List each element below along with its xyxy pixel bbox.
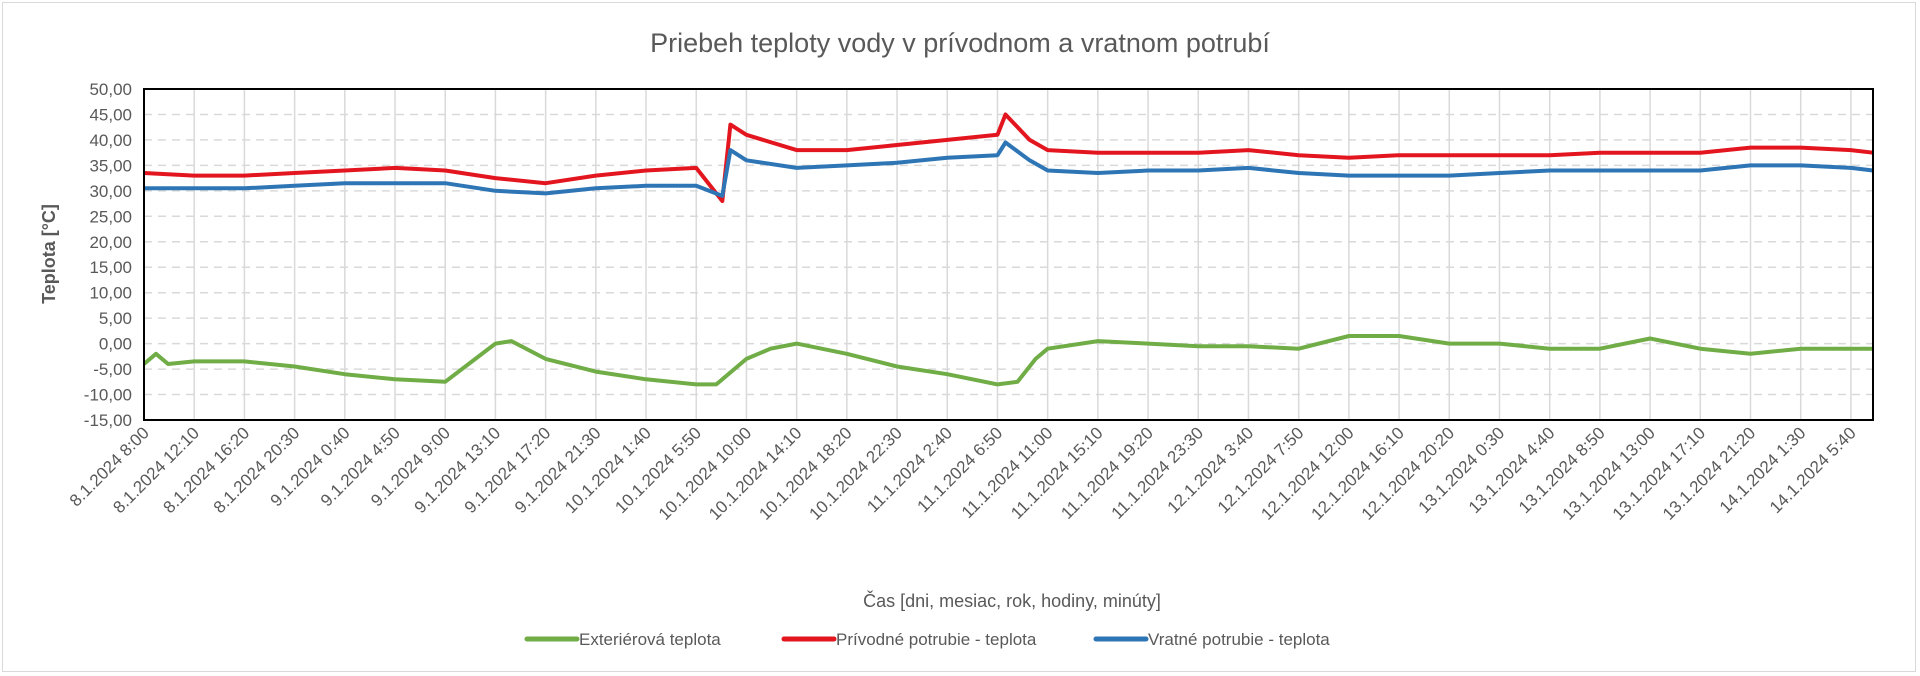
x-tick-label: 11.1.2024 23:30: [1108, 423, 1207, 522]
y-tick-label: 20,00: [89, 233, 132, 252]
y-tick-label: 35,00: [89, 156, 132, 175]
x-tick-label: 8.1.2024 12:10: [109, 423, 203, 517]
x-tick-label: 13.1.2024 21:20: [1659, 423, 1759, 523]
x-tick-label: 10.1.2024 14:10: [705, 423, 805, 523]
y-tick-label: 5,00: [99, 309, 132, 328]
x-tick-label: 9.1.2024 17:20: [461, 423, 555, 517]
x-axis-ticks: 8.1.2024 8:008.1.2024 12:108.1.2024 16:2…: [66, 423, 1860, 523]
y-tick-label: 10,00: [89, 284, 132, 303]
plot-frame: [143, 88, 1874, 421]
x-axis-label: Čas [dni, mesiac, rok, hodiny, minúty]: [863, 590, 1161, 611]
x-tick-label: 8.1.2024 16:20: [160, 423, 254, 517]
y-tick-label: -10,00: [84, 386, 132, 405]
series-line: [144, 140, 1874, 198]
y-tick-label: 30,00: [89, 182, 132, 201]
x-tick-label: 12.1.2024 7:50: [1214, 423, 1308, 517]
y-tick-label: 25,00: [89, 207, 132, 226]
legend: Exteriérová teplota Prívodné potrubie - t…: [524, 630, 1330, 649]
y-tick-label: 15,00: [89, 258, 132, 277]
y-tick-label: -5,00: [93, 360, 132, 379]
x-tick-label: 9.1.2024 21:30: [511, 423, 605, 517]
x-tick-label: 12.1.2024 16:10: [1308, 423, 1408, 523]
gridlines: [144, 89, 1873, 420]
x-tick-label: 13.1.2024 13:00: [1559, 423, 1659, 523]
x-tick-label: 12.1.2024 20:20: [1358, 423, 1458, 523]
x-tick-label: 13.1.2024 17:10: [1609, 423, 1709, 523]
x-tick-label: 10.1.2024 10:00: [655, 423, 755, 523]
x-tick-label: 14.1.2024 1:30: [1716, 423, 1810, 517]
legend-label: Prívodné potrubie - teplota: [836, 630, 1037, 649]
x-tick-label: 11.1.2024 15:10: [1007, 423, 1106, 522]
x-tick-label: 10.1.2024 5:50: [611, 423, 705, 517]
x-tick-label: 10.1.2024 18:20: [755, 423, 855, 523]
x-tick-label: 10.1.2024 1:40: [561, 423, 655, 517]
series-lines: [142, 112, 1874, 387]
x-tick-label: 12.1.2024 3:40: [1164, 423, 1258, 517]
x-tick-label: 13.1.2024 4:40: [1465, 423, 1559, 517]
x-tick-label: 14.1.2024 5:40: [1766, 423, 1860, 517]
y-tick-label: 45,00: [89, 105, 132, 124]
x-tick-label: 12.1.2024 12:00: [1257, 423, 1357, 523]
series-line: [142, 334, 1873, 387]
legend-label: Vratné potrubie - teplota: [1148, 630, 1330, 649]
y-tick-label: 0,00: [99, 335, 132, 354]
x-tick-label: 10.1.2024 22:30: [806, 423, 906, 523]
y-tick-label: 50,00: [89, 80, 132, 99]
series-line: [143, 112, 1874, 203]
y-tick-label: -15,00: [84, 411, 132, 430]
x-tick-label: 11.1.2024 19:20: [1057, 423, 1156, 522]
x-tick-label: 13.1.2024 0:30: [1415, 423, 1509, 517]
y-tick-label: 40,00: [89, 131, 132, 150]
x-tick-label: 8.1.2024 20:30: [210, 423, 304, 517]
x-tick-label: 13.1.2024 8:50: [1515, 423, 1609, 517]
chart-title: Priebeh teploty vody v prívodnom a vratn…: [650, 28, 1270, 58]
legend-label: Exteriérová teplota: [579, 630, 721, 649]
y-axis-label: Teplota [°C]: [39, 204, 59, 304]
x-tick-label: 11.1.2024 11:00: [958, 423, 1057, 522]
x-tick-label: 9.1.2024 13:10: [411, 423, 505, 517]
y-axis-ticks: 50,00 45,00 40,00 35,00 30,00 25,00 20,00 15,00…: [84, 80, 132, 430]
